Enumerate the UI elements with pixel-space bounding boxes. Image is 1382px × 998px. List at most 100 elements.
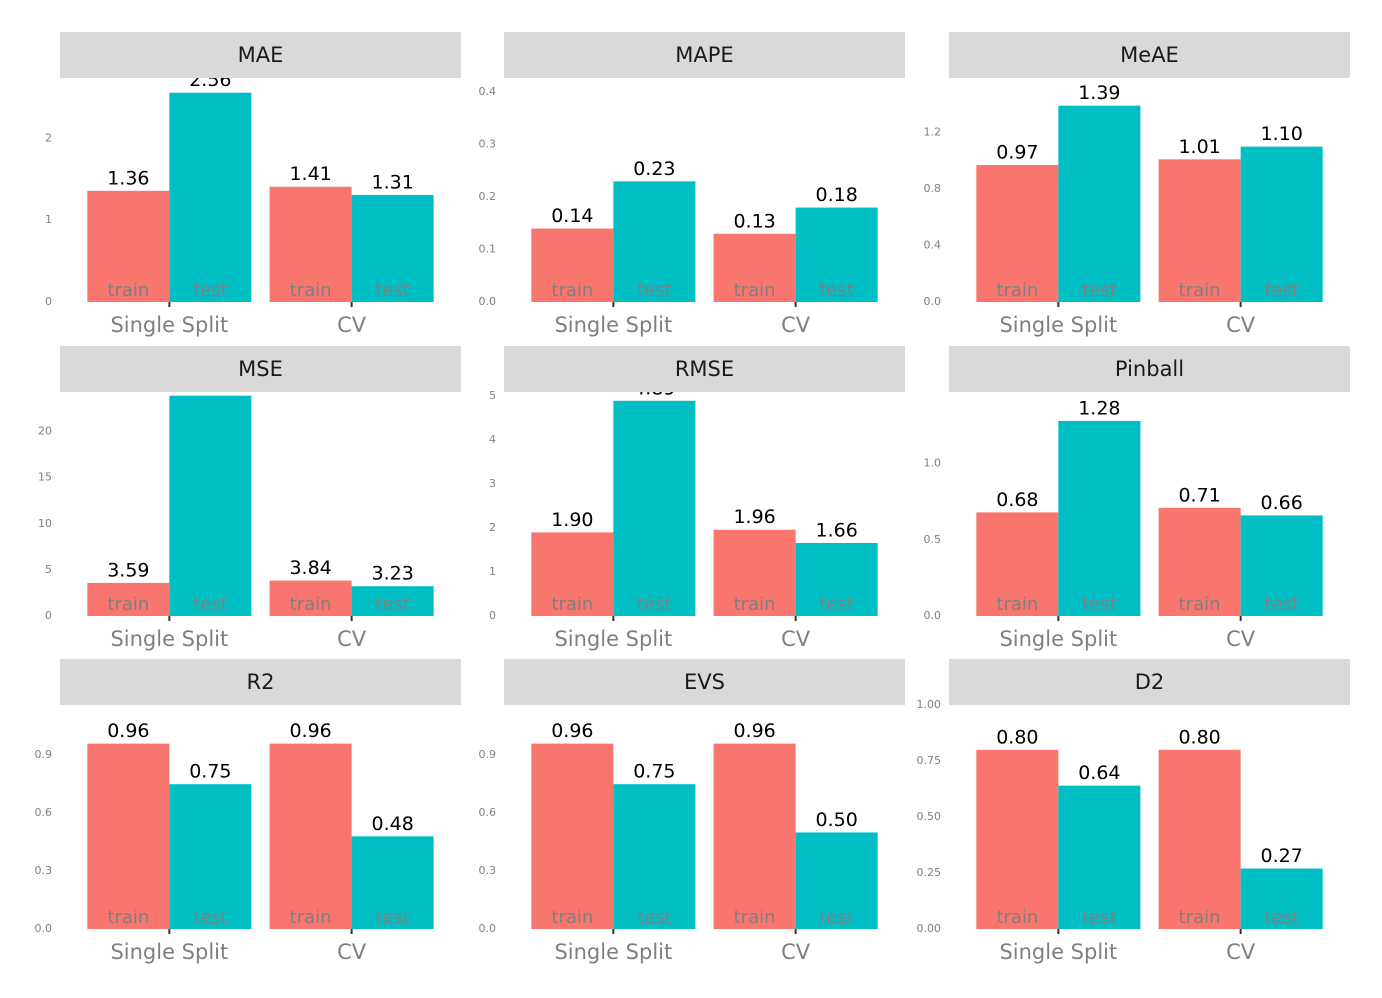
series-label: train [290,280,332,301]
series-label: test [193,594,228,615]
y-tick-label: 3 [489,477,496,490]
series-label: test [819,280,854,301]
bar [1058,105,1141,302]
x-tick-label: Single Split [110,627,228,651]
y-tick-label: 0.25 [917,866,942,879]
value-label: 0.14 [551,205,593,227]
y-tick-label: 4 [489,433,496,446]
value-label: 0.23 [633,158,675,180]
bar [976,749,1059,929]
bar [795,207,878,302]
series-label: train [734,280,776,301]
series-label: train [551,280,593,301]
y-tick-label: 0.6 [35,806,53,819]
value-label: 1.90 [551,509,593,531]
y-tick-label: 10 [38,517,52,530]
series-label: train [1179,594,1221,615]
series-label: test [1082,594,1117,615]
value-label: 3.23 [371,563,413,585]
y-tick-label: 0.4 [924,239,942,252]
y-tick-label: 20 [38,425,52,438]
y-tick-label: 1.2 [924,126,942,139]
y-tick-label: 0 [45,609,52,622]
value-label: 0.50 [815,809,857,831]
y-tick-label: 0.3 [35,864,53,877]
value-label: 0.75 [633,761,675,783]
series-label: train [107,594,149,615]
bar [87,582,170,616]
bar [1158,507,1241,616]
facet-title: MAPE [675,43,733,67]
y-tick-label: 1 [45,213,52,226]
series-label: train [1179,907,1221,928]
bar [713,743,796,929]
bar [1058,785,1141,929]
y-tick-label: 0 [45,295,52,308]
bar [531,743,614,929]
bar [976,512,1059,616]
bar [169,784,252,929]
y-tick-label: 5 [489,389,496,402]
x-tick-label: Single Split [554,313,672,337]
facet-title: D2 [1135,670,1165,694]
x-tick-label: CV [1226,627,1256,651]
series-label: test [193,907,228,928]
bar [1058,420,1141,616]
x-tick-label: CV [337,313,367,337]
bar [1158,159,1241,302]
series-label: test [375,280,410,301]
value-label: 0.27 [1260,845,1302,867]
facet-strip [504,659,905,705]
y-tick-label: 0.6 [479,806,497,819]
x-tick-label: Single Split [110,940,228,964]
facet-title: MAE [238,43,284,67]
facet-title: MeAE [1120,43,1179,67]
facet-title: RMSE [675,357,734,381]
y-tick-label: 0.9 [35,748,53,761]
bar [351,836,434,929]
facet-title: EVS [684,670,725,694]
y-tick-label: 0.00 [917,922,942,935]
x-tick-label: Single Split [999,627,1117,651]
value-label: 3.84 [289,557,331,579]
bar [169,395,252,616]
value-label: 0.97 [996,142,1038,164]
series-label: train [551,907,593,928]
bar [269,580,352,616]
series-label: train [1179,280,1221,301]
bar [269,186,352,302]
y-tick-label: 0.4 [479,85,497,98]
series-label: test [819,907,854,928]
y-tick-label: 1 [489,565,496,578]
x-tick-label: Single Split [554,627,672,651]
facet-strip [949,346,1350,392]
y-tick-label: 0 [489,609,496,622]
x-tick-label: Single Split [110,313,228,337]
series-label: train [996,280,1038,301]
facet-strip [60,659,461,705]
value-label: 3.59 [107,559,149,581]
y-tick-label: 0.1 [479,243,497,256]
facet-strip [949,659,1350,705]
y-tick-label: 0.0 [479,922,497,935]
x-tick-label: CV [1226,313,1256,337]
bar [613,400,696,616]
value-label: 0.48 [371,813,413,835]
value-label: 1.41 [289,163,331,185]
y-tick-label: 2 [45,131,52,144]
y-tick-label: 1.0 [924,457,942,470]
series-label: test [637,280,672,301]
y-tick-label: 15 [38,471,52,484]
bar [269,743,352,929]
series-label: test [375,907,410,928]
y-tick-label: 0.0 [924,295,942,308]
y-tick-label: 0.50 [917,810,942,823]
value-label: 0.96 [289,720,331,742]
x-tick-label: CV [781,940,811,964]
